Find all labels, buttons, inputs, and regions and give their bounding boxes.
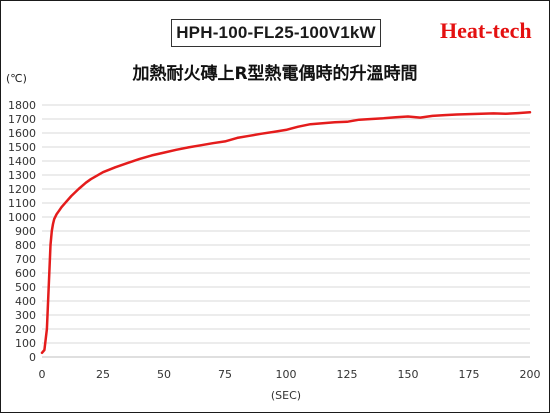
data-point (273, 131, 275, 133)
x-tick-label: 0 (39, 368, 46, 381)
y-tick-label: 1400 (8, 155, 36, 168)
y-tick-label: 600 (15, 267, 36, 280)
brand-logo: Heat-tech (440, 18, 532, 43)
y-tick-label: 100 (15, 337, 36, 350)
data-point (138, 158, 141, 160)
data-point (504, 113, 507, 115)
x-tick-label: 150 (398, 368, 419, 381)
x-tick-label: 200 (520, 368, 541, 381)
y-tick-label: 1500 (8, 141, 36, 154)
x-tick-label: 100 (276, 368, 297, 381)
x-tick-label: 25 (96, 368, 110, 381)
data-point (321, 122, 324, 124)
chart-title: 加熱耐火磚上R型熱電偶時的升溫時間 (132, 64, 418, 84)
data-point (46, 328, 48, 330)
x-tick-label: 125 (337, 368, 358, 381)
x-tick-label: 50 (157, 368, 171, 381)
data-point (480, 112, 483, 115)
y-axis-unit: (℃) (6, 72, 27, 85)
data-point (151, 154, 153, 157)
y-tick-label: 1700 (8, 113, 36, 126)
y-tick-label: 800 (15, 239, 36, 252)
data-point (102, 171, 104, 173)
data-point (52, 223, 54, 225)
y-tick-label: 0 (29, 351, 36, 364)
data-point (260, 132, 263, 135)
data-point (456, 113, 458, 116)
data-point (419, 116, 422, 119)
data-point (187, 146, 190, 149)
x-axis-title: (SEC) (271, 389, 301, 402)
temperature-series-line (40, 111, 532, 355)
data-point (126, 162, 129, 164)
y-axis-ticks: 0100200300400500600700800900100011001200… (8, 99, 36, 364)
data-point (334, 121, 336, 124)
y-tick-label: 1200 (8, 183, 36, 196)
y-tick-label: 400 (15, 295, 36, 308)
data-point (50, 230, 53, 232)
y-tick-label: 500 (15, 281, 36, 294)
data-point (443, 114, 446, 116)
y-tick-label: 1800 (8, 99, 36, 112)
data-point (55, 213, 58, 215)
data-point (199, 144, 202, 147)
data-point (212, 142, 214, 145)
data-point (60, 206, 63, 208)
data-point (58, 209, 60, 212)
x-tick-label: 175 (459, 368, 480, 381)
y-tick-label: 1600 (8, 127, 36, 140)
gridlines (42, 104, 530, 344)
data-point (297, 125, 300, 128)
data-point (382, 117, 385, 120)
data-point (85, 181, 87, 184)
data-point (224, 140, 226, 143)
data-point (407, 115, 409, 118)
data-point (114, 166, 116, 169)
y-tick-label: 700 (15, 253, 36, 266)
x-axis-ticks: 0 25 50 75 100 125 150 175 200 (39, 368, 541, 381)
y-tick-label: 1100 (8, 197, 36, 210)
data-point (309, 123, 312, 125)
y-tick-label: 200 (15, 323, 36, 336)
data-point (41, 352, 43, 354)
data-point (346, 121, 348, 123)
x-tick-label: 75 (218, 368, 232, 381)
data-point (90, 178, 92, 180)
data-point (70, 195, 73, 197)
y-tick-label: 900 (15, 225, 36, 238)
data-point (468, 113, 470, 115)
data-point (53, 218, 55, 220)
data-point (48, 272, 51, 274)
y-tick-label: 300 (15, 309, 36, 322)
data-point (163, 151, 165, 154)
data-point (49, 244, 52, 246)
data-point (236, 137, 238, 139)
data-point (248, 135, 251, 137)
data-point (517, 112, 519, 114)
data-point (492, 112, 495, 115)
data-point (77, 188, 80, 190)
data-point (65, 200, 68, 203)
model-label: HPH-100-FL25-100V1kW (171, 19, 381, 47)
y-tick-label: 1000 (8, 211, 36, 224)
series-group (40, 111, 532, 355)
data-point (358, 118, 361, 121)
data-point (529, 111, 531, 114)
y-tick-label: 1300 (8, 169, 36, 182)
data-point (395, 116, 397, 119)
data-point (370, 118, 373, 120)
data-point (43, 349, 46, 351)
data-point (431, 115, 434, 117)
data-point (285, 129, 287, 131)
data-point (175, 149, 177, 151)
